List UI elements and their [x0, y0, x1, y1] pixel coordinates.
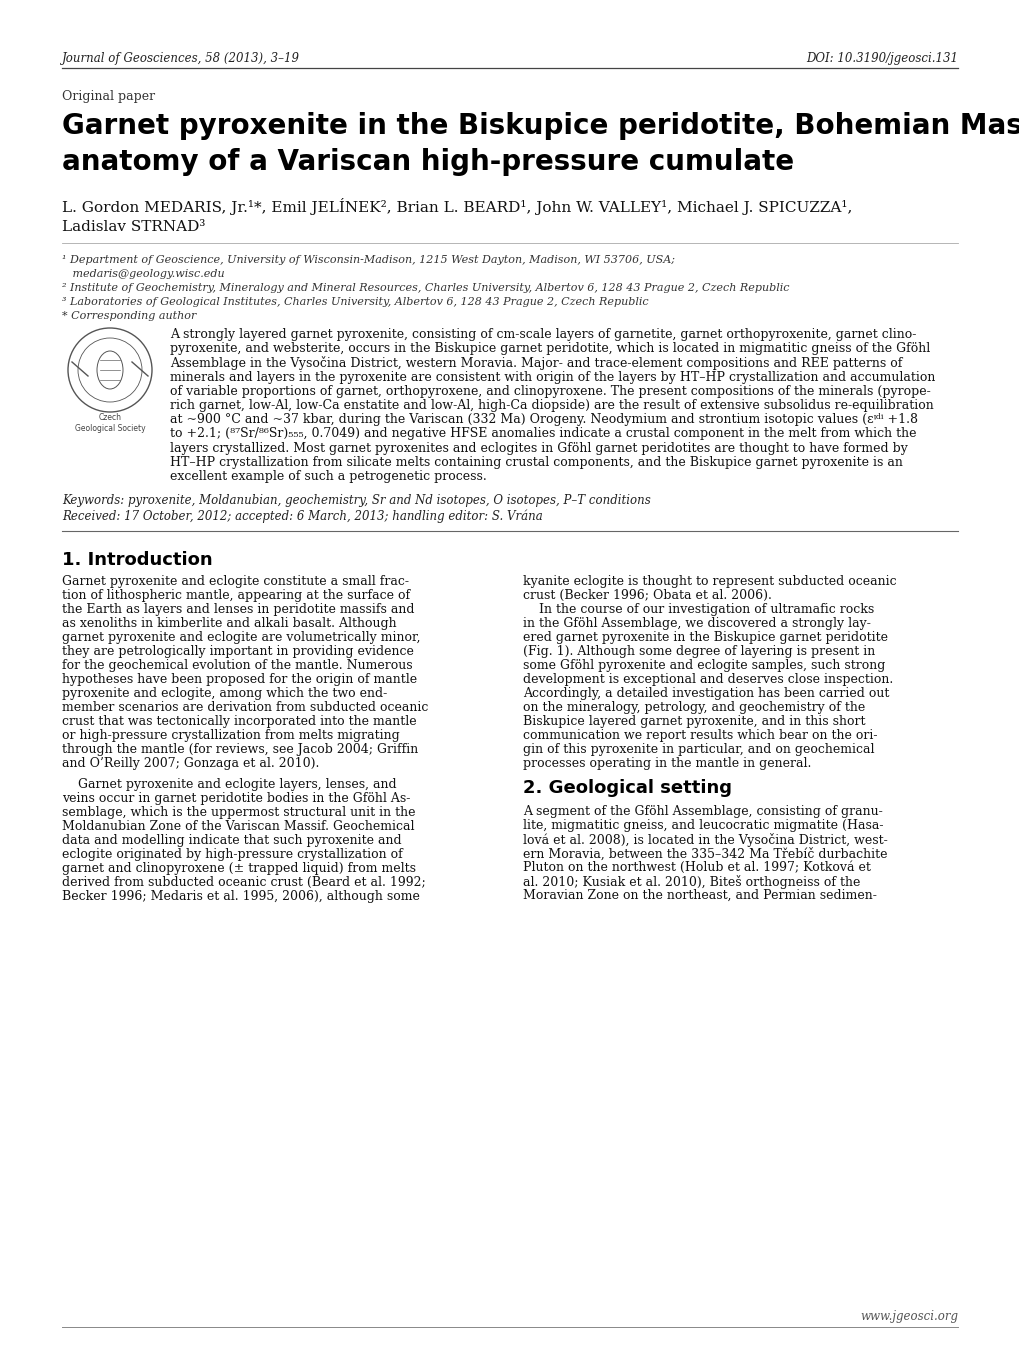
Text: Moravian Zone on the northeast, and Permian sedimen-: Moravian Zone on the northeast, and Perm… — [523, 889, 876, 902]
Text: some Gföhl pyroxenite and eclogite samples, such strong: some Gföhl pyroxenite and eclogite sampl… — [523, 659, 884, 673]
Text: processes operating in the mantle in general.: processes operating in the mantle in gen… — [523, 757, 810, 771]
Text: Becker 1996; Medaris et al. 1995, 2006), although some: Becker 1996; Medaris et al. 1995, 2006),… — [62, 890, 420, 904]
Text: www.jgeosci.org: www.jgeosci.org — [859, 1310, 957, 1324]
Text: they are petrologically important in providing evidence: they are petrologically important in pro… — [62, 646, 414, 658]
Text: * Corresponding author: * Corresponding author — [62, 311, 197, 321]
Text: Biskupice layered garnet pyroxenite, and in this short: Biskupice layered garnet pyroxenite, and… — [523, 715, 865, 728]
Text: anatomy of a Variscan high-pressure cumulate: anatomy of a Variscan high-pressure cumu… — [62, 148, 794, 177]
Text: at ~900 °C and ~37 kbar, during the Variscan (332 Ma) Orogeny. Neodymium and str: at ~900 °C and ~37 kbar, during the Vari… — [170, 413, 917, 427]
Text: ¹ Department of Geoscience, University of Wisconsin-Madison, 1215 West Dayton, M: ¹ Department of Geoscience, University o… — [62, 255, 675, 265]
Text: eclogite originated by high-pressure crystallization of: eclogite originated by high-pressure cry… — [62, 848, 403, 862]
Text: crust (Becker 1996; Obata et al. 2006).: crust (Becker 1996; Obata et al. 2006). — [523, 590, 771, 602]
Text: veins occur in garnet peridotite bodies in the Gföhl As-: veins occur in garnet peridotite bodies … — [62, 792, 410, 805]
Text: Accordingly, a detailed investigation has been carried out: Accordingly, a detailed investigation ha… — [523, 688, 889, 700]
Text: member scenarios are derivation from subducted oceanic: member scenarios are derivation from sub… — [62, 701, 428, 715]
Text: semblage, which is the uppermost structural unit in the: semblage, which is the uppermost structu… — [62, 806, 415, 819]
Text: Journal of Geosciences, 58 (2013), 3–19: Journal of Geosciences, 58 (2013), 3–19 — [62, 52, 300, 65]
Text: ² Institute of Geochemistry, Mineralogy and Mineral Resources, Charles Universit: ² Institute of Geochemistry, Mineralogy … — [62, 283, 789, 294]
Text: Original paper: Original paper — [62, 90, 155, 103]
Text: ³ Laboratories of Geological Institutes, Charles University, Albertov 6, 128 43 : ³ Laboratories of Geological Institutes,… — [62, 298, 648, 307]
Text: lová et al. 2008), is located in the Vysočina District, west-: lová et al. 2008), is located in the Vys… — [523, 833, 887, 847]
Text: in the Gföhl Assemblage, we discovered a strongly lay-: in the Gföhl Assemblage, we discovered a… — [523, 617, 870, 631]
Text: Czech
Geological Society: Czech Geological Society — [74, 413, 145, 434]
Text: 2. Geological setting: 2. Geological setting — [523, 779, 732, 798]
Text: al. 2010; Kusiak et al. 2010), Biteš orthogneiss of the: al. 2010; Kusiak et al. 2010), Biteš ort… — [523, 875, 860, 889]
Text: Ladislav STRNAD³: Ladislav STRNAD³ — [62, 220, 205, 234]
Text: (Fig. 1). Although some degree of layering is present in: (Fig. 1). Although some degree of layeri… — [523, 646, 874, 658]
Text: on the mineralogy, petrology, and geochemistry of the: on the mineralogy, petrology, and geoche… — [523, 701, 864, 715]
Text: Garnet pyroxenite in the Biskupice peridotite, Bohemian Massif:: Garnet pyroxenite in the Biskupice perid… — [62, 111, 1019, 140]
Text: garnet pyroxenite and eclogite are volumetrically minor,: garnet pyroxenite and eclogite are volum… — [62, 631, 420, 644]
Text: excellent example of such a petrogenetic process.: excellent example of such a petrogenetic… — [170, 470, 486, 482]
Text: HT–HP crystallization from silicate melts containing crustal components, and the: HT–HP crystallization from silicate melt… — [170, 455, 902, 469]
Text: crust that was tectonically incorporated into the mantle: crust that was tectonically incorporated… — [62, 715, 416, 728]
Text: lite, migmatitic gneiss, and leucocratic migmatite (Hasa-: lite, migmatitic gneiss, and leucocratic… — [523, 819, 882, 832]
Text: Garnet pyroxenite and eclogite layers, lenses, and: Garnet pyroxenite and eclogite layers, l… — [62, 779, 396, 791]
Text: tion of lithospheric mantle, appearing at the surface of: tion of lithospheric mantle, appearing a… — [62, 590, 410, 602]
Text: Keywords: pyroxenite, Moldanubian, geochemistry, Sr and Nd isotopes, O isotopes,: Keywords: pyroxenite, Moldanubian, geoch… — [62, 495, 650, 507]
Text: In the course of our investigation of ultramafic rocks: In the course of our investigation of ul… — [523, 603, 873, 616]
Text: and O’Reilly 2007; Gonzaga et al. 2010).: and O’Reilly 2007; Gonzaga et al. 2010). — [62, 757, 319, 771]
Text: A strongly layered garnet pyroxenite, consisting of cm-scale layers of garnetite: A strongly layered garnet pyroxenite, co… — [170, 328, 915, 341]
Text: through the mantle (for reviews, see Jacob 2004; Griffin: through the mantle (for reviews, see Jac… — [62, 743, 418, 756]
Text: pyroxenite and eclogite, among which the two end-: pyroxenite and eclogite, among which the… — [62, 688, 387, 700]
Text: pyroxenite, and websterite, occurs in the Biskupice garnet peridotite, which is : pyroxenite, and websterite, occurs in th… — [170, 342, 929, 355]
Text: hypotheses have been proposed for the origin of mantle: hypotheses have been proposed for the or… — [62, 673, 417, 686]
Text: Moldanubian Zone of the Variscan Massif. Geochemical: Moldanubian Zone of the Variscan Massif.… — [62, 821, 414, 833]
Text: ered garnet pyroxenite in the Biskupice garnet peridotite: ered garnet pyroxenite in the Biskupice … — [523, 631, 888, 644]
Text: layers crystallized. Most garnet pyroxenites and eclogites in Gföhl garnet perid: layers crystallized. Most garnet pyroxen… — [170, 442, 907, 455]
Text: as xenoliths in kimberlite and alkali basalt. Although: as xenoliths in kimberlite and alkali ba… — [62, 617, 396, 631]
Text: for the geochemical evolution of the mantle. Numerous: for the geochemical evolution of the man… — [62, 659, 413, 673]
Text: ern Moravia, between the 335–342 Ma Třebíč durbachite: ern Moravia, between the 335–342 Ma Třeb… — [523, 847, 887, 860]
Text: rich garnet, low-Al, low-Ca enstatite and low-Al, high-Ca diopside) are the resu: rich garnet, low-Al, low-Ca enstatite an… — [170, 400, 932, 412]
Text: the Earth as layers and lenses in peridotite massifs and: the Earth as layers and lenses in perido… — [62, 603, 414, 616]
Text: A segment of the Gföhl Assemblage, consisting of granu-: A segment of the Gföhl Assemblage, consi… — [523, 805, 881, 818]
Text: or high-pressure crystallization from melts migrating: or high-pressure crystallization from me… — [62, 730, 399, 742]
Text: of variable proportions of garnet, orthopyroxene, and clinopyroxene. The present: of variable proportions of garnet, ortho… — [170, 385, 930, 398]
Text: to +2.1; (⁸⁷Sr/⁸⁶Sr)₅₅₅, 0.7049) and negative HFSE anomalies indicate a crustal : to +2.1; (⁸⁷Sr/⁸⁶Sr)₅₅₅, 0.7049) and neg… — [170, 427, 916, 440]
Text: Pluton on the northwest (Holub et al. 1997; Kotková et: Pluton on the northwest (Holub et al. 19… — [523, 862, 870, 874]
Text: DOI: 10.3190/jgeosci.131: DOI: 10.3190/jgeosci.131 — [805, 52, 957, 65]
Text: Assemblage in the Vysočina District, western Moravia. Major- and trace-element c: Assemblage in the Vysočina District, wes… — [170, 356, 902, 371]
Text: communication we report results which bear on the ori-: communication we report results which be… — [523, 730, 876, 742]
Text: gin of this pyroxenite in particular, and on geochemical: gin of this pyroxenite in particular, an… — [523, 743, 873, 756]
Text: medaris@geology.wisc.edu: medaris@geology.wisc.edu — [62, 269, 224, 279]
Text: kyanite eclogite is thought to represent subducted oceanic: kyanite eclogite is thought to represent… — [523, 575, 896, 588]
Text: 1. Introduction: 1. Introduction — [62, 552, 212, 569]
Text: L. Gordon MEDARIS, Jr.¹*, Emil JELÍNEK², Brian L. BEARD¹, John W. VALLEY¹, Micha: L. Gordon MEDARIS, Jr.¹*, Emil JELÍNEK²,… — [62, 198, 852, 215]
Text: Received: 17 October, 2012; accepted: 6 March, 2013; handling editor: S. Vrána: Received: 17 October, 2012; accepted: 6 … — [62, 510, 542, 523]
Text: data and modelling indicate that such pyroxenite and: data and modelling indicate that such py… — [62, 834, 401, 847]
Text: minerals and layers in the pyroxenite are consistent with origin of the layers b: minerals and layers in the pyroxenite ar… — [170, 371, 934, 383]
Text: derived from subducted oceanic crust (Beard et al. 1992;: derived from subducted oceanic crust (Be… — [62, 877, 425, 889]
Text: development is exceptional and deserves close inspection.: development is exceptional and deserves … — [523, 673, 893, 686]
Text: garnet and clinopyroxene (± trapped liquid) from melts: garnet and clinopyroxene (± trapped liqu… — [62, 862, 416, 875]
Text: Garnet pyroxenite and eclogite constitute a small frac-: Garnet pyroxenite and eclogite constitut… — [62, 575, 409, 588]
